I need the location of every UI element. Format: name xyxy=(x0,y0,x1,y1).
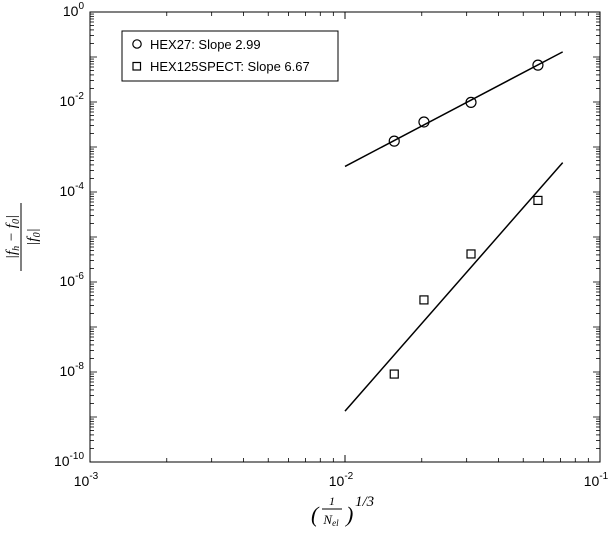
legend-entry-hex125spect: HEX125SPECT: Slope 6.67 xyxy=(150,59,310,74)
legend-square-marker xyxy=(132,61,142,71)
legend: HEX27: Slope 2.99 HEX125SPECT: Slope 6.6… xyxy=(121,30,339,82)
x-tick-label: 10-1 xyxy=(584,471,609,489)
data-point-square xyxy=(466,249,476,259)
svg-text:1: 1 xyxy=(329,494,335,508)
legend-circle-marker xyxy=(132,39,142,49)
data-point-circle xyxy=(532,59,544,71)
legend-entry-hex27: HEX27: Slope 2.99 xyxy=(150,37,261,52)
data-point-circle xyxy=(388,135,400,147)
data-point-circle xyxy=(418,116,430,128)
svg-text:): ) xyxy=(344,502,353,527)
data-point-square xyxy=(533,195,543,206)
x-tick-label: 10-3 xyxy=(74,471,99,489)
x-tick-label: 10-2 xyxy=(329,471,354,489)
data-point-circle xyxy=(465,96,477,108)
y-tick-label: 10-2 xyxy=(60,91,85,109)
fit-line-0 xyxy=(344,51,564,168)
y-tick-label: 10-4 xyxy=(60,181,85,199)
x-axis-label: ( 1 Nel ) 1/3 xyxy=(311,494,374,528)
plot-content xyxy=(344,51,564,412)
fit-line-1 xyxy=(344,162,564,412)
tick-labels: 10-3 10-2 10-1 10-10 10-8 10-6 10-4 10-2 100 xyxy=(54,1,609,489)
svg-text:Nel: Nel xyxy=(322,512,339,528)
svg-text:|fh − f0|: |fh − f0| xyxy=(4,215,22,259)
svg-text:(: ( xyxy=(311,502,320,527)
legend-box xyxy=(121,30,339,82)
y-axis-label: |fh − f0| |f0| xyxy=(4,203,43,271)
data-point-square xyxy=(389,369,399,379)
svg-text:1/3: 1/3 xyxy=(355,494,374,510)
data-point-square xyxy=(419,295,429,305)
y-tick-label: 100 xyxy=(63,1,85,19)
y-tick-label: 10-10 xyxy=(54,451,84,469)
svg-text:|f0|: |f0| xyxy=(25,228,43,245)
axis-ticks xyxy=(89,12,601,463)
y-tick-label: 10-8 xyxy=(60,361,85,379)
y-tick-label: 10-6 xyxy=(60,271,85,289)
